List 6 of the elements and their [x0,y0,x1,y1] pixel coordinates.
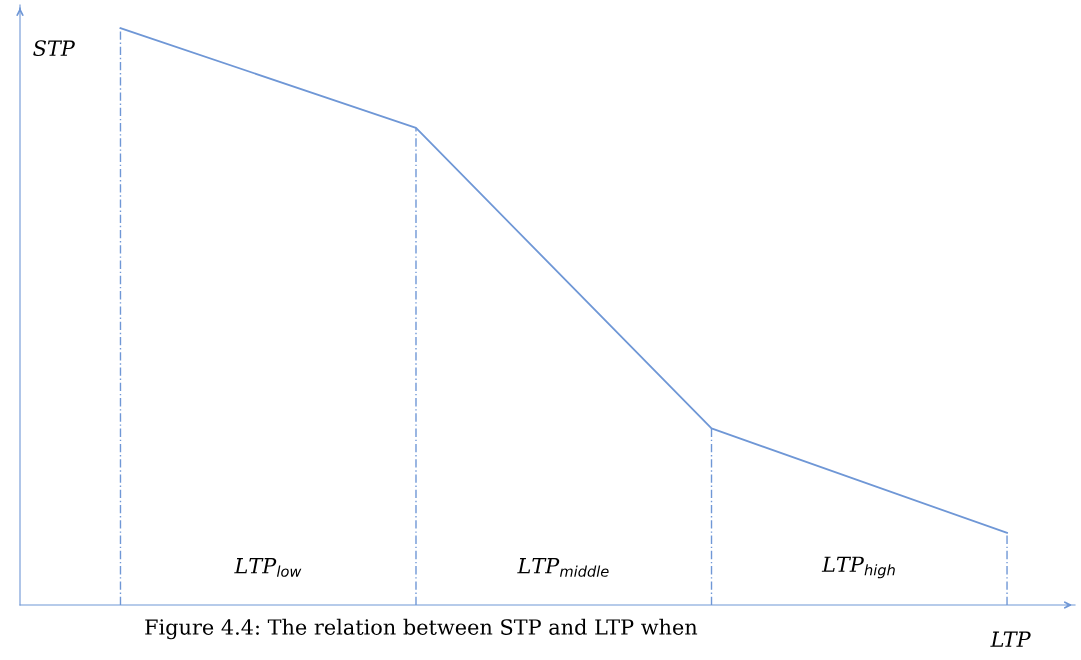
annotation: LTP$_{low}$ [234,558,302,577]
y-axis-title: STP [33,40,75,57]
x-axis-title: LTP [990,631,1031,647]
annotation: LTP$_{high}$ [821,556,895,579]
caption: Figure 4.4: The relation between STP and LTP when [145,618,698,640]
annotation: LTP$_{middle}$ [517,558,609,577]
